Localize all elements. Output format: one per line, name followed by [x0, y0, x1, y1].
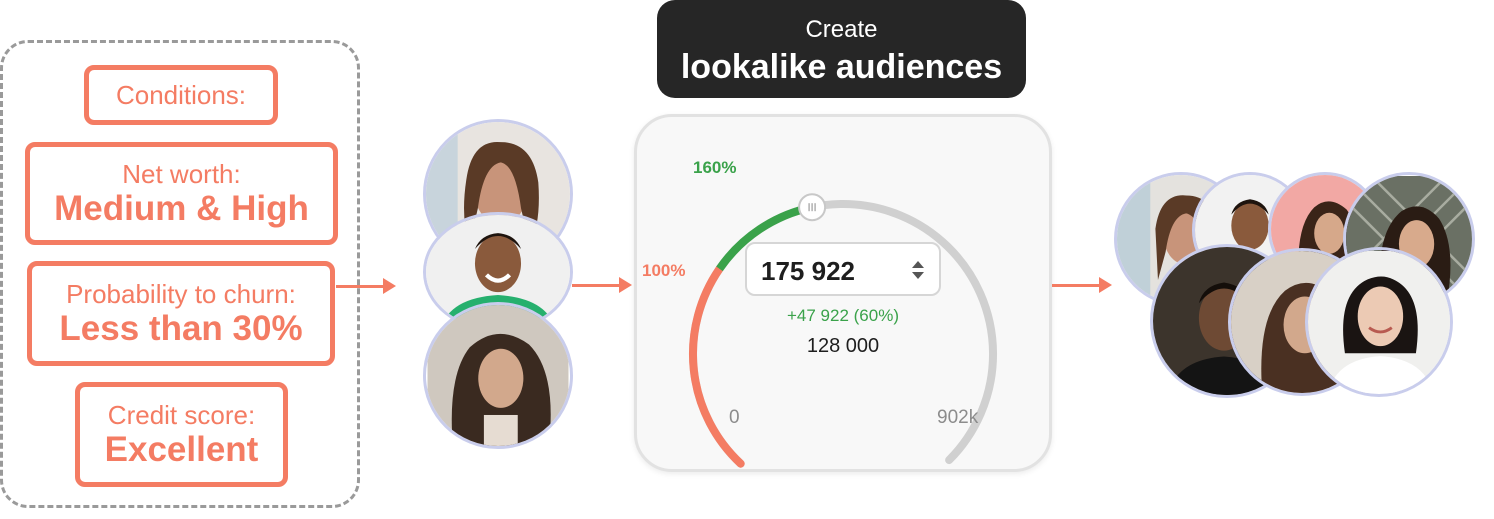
avatar — [423, 302, 573, 449]
marker-high-label: 160% — [693, 158, 737, 177]
gauge-dial — [688, 193, 997, 468]
condition-label: Probability to churn: — [66, 278, 296, 309]
avatar — [1305, 247, 1453, 397]
title-banner: Create lookalike audiences — [657, 0, 1026, 98]
condition-churn: Probability to churn: Less than 30% — [27, 261, 335, 366]
condition-credit-score: Credit score: Excellent — [75, 382, 288, 487]
axis-min-label: 0 — [729, 407, 740, 428]
condition-label: Credit score: — [107, 399, 256, 430]
marker-base-label: 100% — [642, 261, 686, 280]
conditions-header-box: Conditions: — [84, 65, 278, 125]
arrow-right-icon — [572, 277, 632, 293]
gauge-base-arc — [688, 264, 745, 468]
conditions-panel — [0, 40, 360, 508]
axis-max-label: 902k — [937, 407, 979, 428]
arrow-right-icon — [336, 278, 396, 294]
condition-value: Medium & High — [54, 188, 309, 228]
condition-value: Less than 30% — [59, 308, 303, 348]
audience-size-input[interactable]: 175 922 — [745, 242, 941, 296]
title-line-1: Create — [805, 16, 878, 43]
delta-value: +47 922 (60%) — [787, 306, 899, 325]
conditions-header: Conditions: — [115, 80, 247, 110]
condition-label: Net worth: — [122, 158, 241, 189]
arrow-right-icon — [1052, 277, 1112, 293]
audience-size-value: 175 922 — [761, 256, 855, 286]
condition-value: Excellent — [104, 429, 259, 469]
stepper-icon[interactable] — [911, 259, 925, 281]
gauge-handle-icon[interactable] — [798, 193, 827, 222]
title-line-2: lookalike audiences — [680, 48, 1003, 86]
condition-net-worth: Net worth: Medium & High — [25, 142, 338, 245]
base-value: 128 000 — [806, 335, 880, 357]
